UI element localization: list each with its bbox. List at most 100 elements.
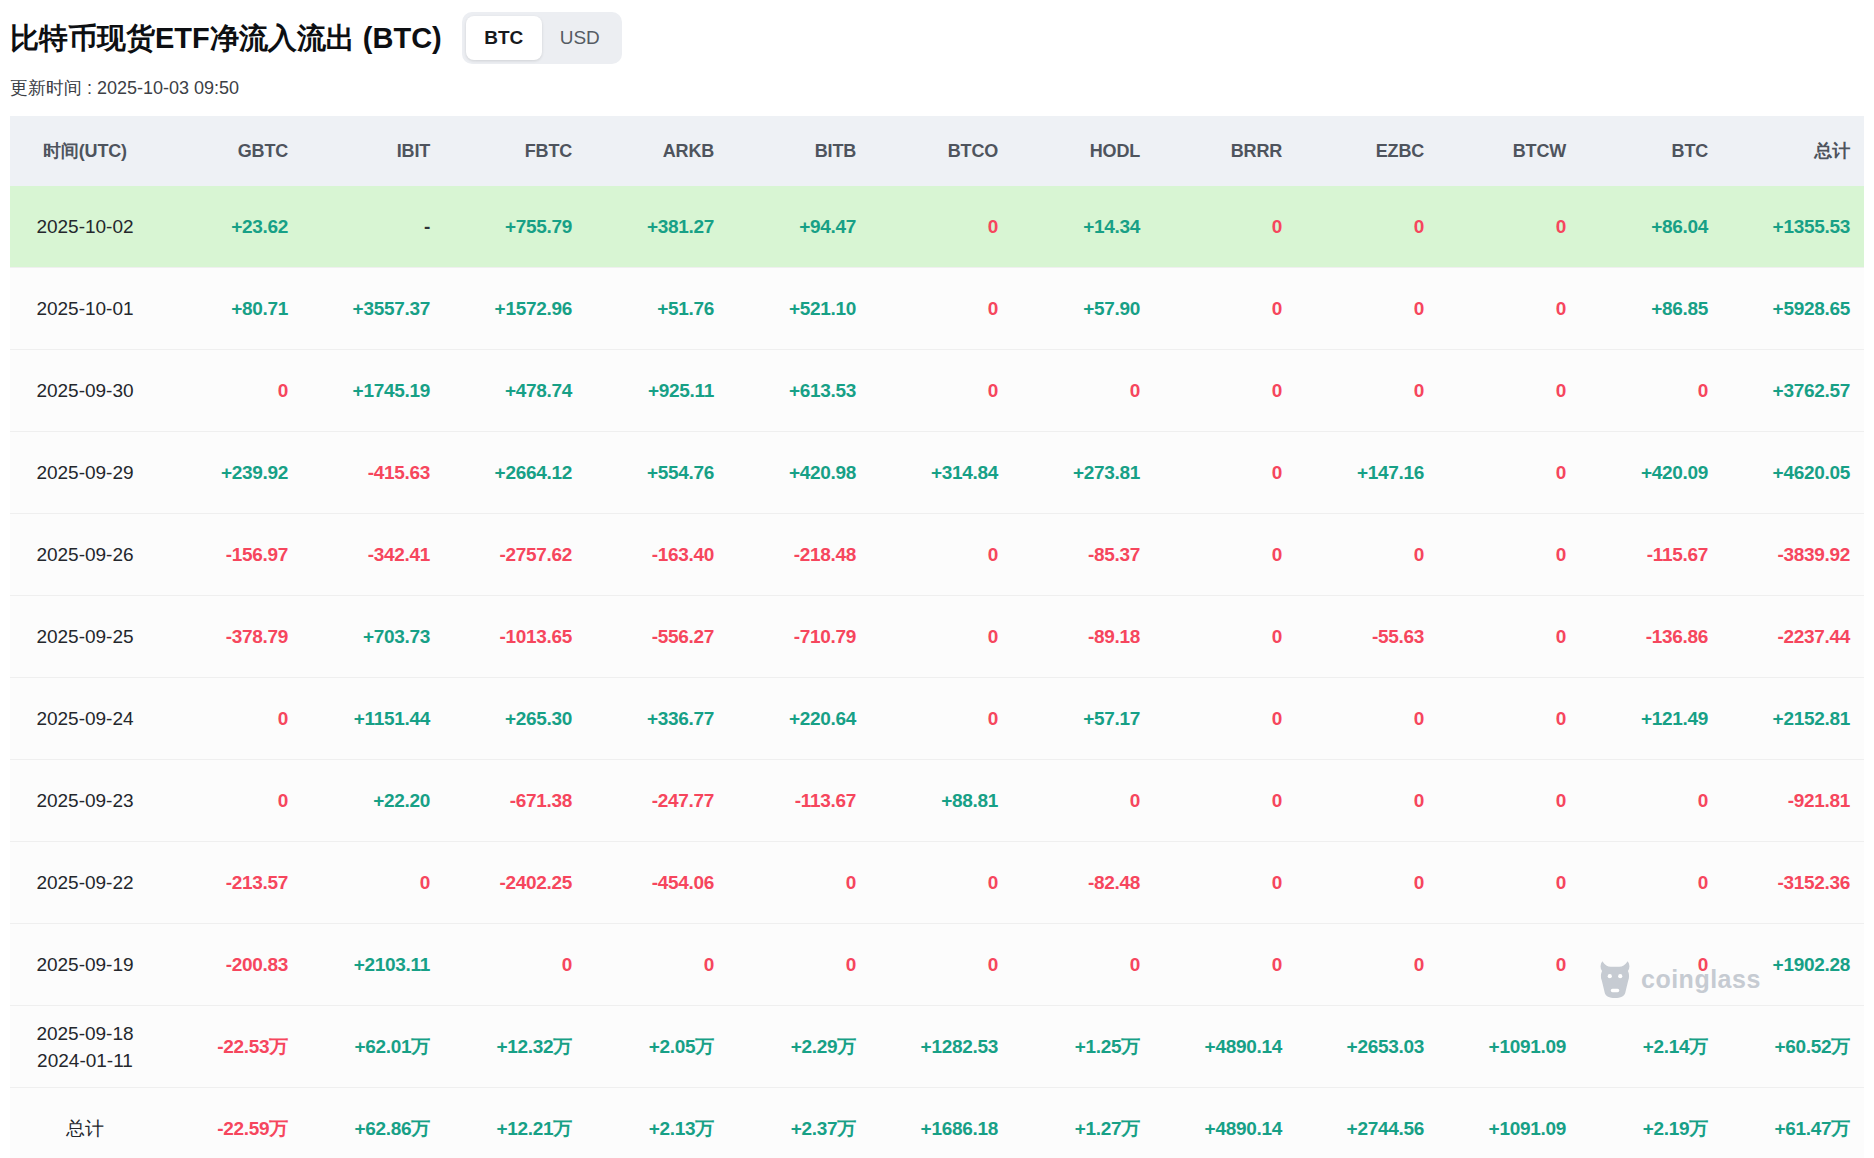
- cell-FBTC: -1013.65: [444, 596, 586, 677]
- cell-BTCW: 0: [1438, 432, 1580, 513]
- date-text: 2025-09-18: [36, 1020, 133, 1047]
- column-header-BTC: BTC: [1580, 116, 1722, 186]
- cell-BTC: 0: [1580, 350, 1722, 431]
- cell-IBIT: +62.86万: [302, 1088, 444, 1158]
- cell-BTCW: 0: [1438, 760, 1580, 841]
- cell-BRRR: 0: [1154, 760, 1296, 841]
- column-header-EZBC: EZBC: [1296, 116, 1438, 186]
- cell-BTC: +420.09: [1580, 432, 1722, 513]
- cell-BTCW: 0: [1438, 350, 1580, 431]
- cell-HODL: +14.34: [1012, 186, 1154, 267]
- date-cell: 2025-09-19: [10, 924, 160, 1005]
- page-title: 比特币现货ETF净流入流出 (BTC): [10, 18, 442, 58]
- cell-ARKB: +381.27: [586, 186, 728, 267]
- cell-EZBC: +2744.56: [1296, 1088, 1438, 1158]
- date-cell: 2025-10-01: [10, 268, 160, 349]
- cell-ARKB: +336.77: [586, 678, 728, 759]
- cell-BTC: +2.14万: [1580, 1006, 1722, 1087]
- date-cell: 2025-09-182024-01-11: [10, 1006, 160, 1087]
- cell-BITB: +2.29万: [728, 1006, 870, 1087]
- column-header-IBIT: IBIT: [302, 116, 444, 186]
- column-header-ARKB: ARKB: [586, 116, 728, 186]
- cell-FBTC: +12.32万: [444, 1006, 586, 1087]
- cell-FBTC: -2757.62: [444, 514, 586, 595]
- cell-GBTC: +239.92: [160, 432, 302, 513]
- cell-HODL: -89.18: [1012, 596, 1154, 677]
- date-cell: 2025-09-23: [10, 760, 160, 841]
- column-header-总计: 总计: [1722, 116, 1864, 186]
- cell-BRRR: +4890.14: [1154, 1088, 1296, 1158]
- date-text: 2025-09-22: [36, 869, 133, 896]
- date-cell: 2025-09-29: [10, 432, 160, 513]
- table-row: 2025-09-182024-01-11-22.53万+62.01万+12.32…: [10, 1006, 1864, 1088]
- cell-ARKB: -556.27: [586, 596, 728, 677]
- cell-FBTC: +478.74: [444, 350, 586, 431]
- toggle-usd-button[interactable]: USD: [542, 16, 618, 60]
- etf-flow-page: 比特币现货ETF净流入流出 (BTC) BTC USD 更新时间 : 2025-…: [0, 0, 1874, 1158]
- cell-总计: +2152.81: [1722, 678, 1864, 759]
- date-text: 总计: [66, 1115, 104, 1142]
- cell-BITB: -710.79: [728, 596, 870, 677]
- cell-HODL: 0: [1012, 924, 1154, 1005]
- cell-ARKB: +2.05万: [586, 1006, 728, 1087]
- cell-BITB: 0: [728, 842, 870, 923]
- column-header-HODL: HODL: [1012, 116, 1154, 186]
- cell-BTCO: 0: [870, 514, 1012, 595]
- cell-GBTC: -156.97: [160, 514, 302, 595]
- cell-ARKB: +554.76: [586, 432, 728, 513]
- date-cell: 2025-09-24: [10, 678, 160, 759]
- cell-IBIT: +1151.44: [302, 678, 444, 759]
- etf-flow-table: 时间(UTC)GBTCIBITFBTCARKBBITBBTCOHODLBRRRE…: [10, 116, 1864, 1158]
- cell-IBIT: +3557.37: [302, 268, 444, 349]
- table-header-row: 时间(UTC)GBTCIBITFBTCARKBBITBBTCOHODLBRRRE…: [10, 116, 1864, 186]
- cell-IBIT: 0: [302, 842, 444, 923]
- cell-总计: +1355.53: [1722, 186, 1864, 267]
- cell-HODL: 0: [1012, 760, 1154, 841]
- cell-IBIT: +2103.11: [302, 924, 444, 1005]
- cell-EZBC: 0: [1296, 514, 1438, 595]
- cell-GBTC: +23.62: [160, 186, 302, 267]
- cell-EZBC: +2653.03: [1296, 1006, 1438, 1087]
- cell-BITB: +220.64: [728, 678, 870, 759]
- date-cell: 总计: [10, 1088, 160, 1158]
- cell-GBTC: 0: [160, 760, 302, 841]
- cell-HODL: +1.25万: [1012, 1006, 1154, 1087]
- cell-BTC: -115.67: [1580, 514, 1722, 595]
- cell-BTCO: +1282.53: [870, 1006, 1012, 1087]
- cell-BTCO: 0: [870, 268, 1012, 349]
- table-row: 2025-09-29+239.92-415.63+2664.12+554.76+…: [10, 432, 1864, 514]
- cell-BITB: -113.67: [728, 760, 870, 841]
- cell-IBIT: +1745.19: [302, 350, 444, 431]
- cell-BTC: 0: [1580, 924, 1722, 1005]
- toggle-btc-button[interactable]: BTC: [466, 16, 542, 60]
- table-total-row: 总计-22.59万+62.86万+12.21万+2.13万+2.37万+1686…: [10, 1088, 1864, 1158]
- cell-BTCW: 0: [1438, 842, 1580, 923]
- cell-BITB: -218.48: [728, 514, 870, 595]
- cell-总计: -2237.44: [1722, 596, 1864, 677]
- cell-EZBC: 0: [1296, 186, 1438, 267]
- cell-BTCW: 0: [1438, 596, 1580, 677]
- cell-IBIT: +62.01万: [302, 1006, 444, 1087]
- cell-BITB: 0: [728, 924, 870, 1005]
- date-text: 2025-09-23: [36, 787, 133, 814]
- cell-总计: +3762.57: [1722, 350, 1864, 431]
- cell-总计: +61.47万: [1722, 1088, 1864, 1158]
- cell-HODL: 0: [1012, 350, 1154, 431]
- column-header-FBTC: FBTC: [444, 116, 586, 186]
- cell-BRRR: 0: [1154, 842, 1296, 923]
- cell-BTC: 0: [1580, 760, 1722, 841]
- cell-IBIT: +22.20: [302, 760, 444, 841]
- cell-EZBC: 0: [1296, 842, 1438, 923]
- table-row: 2025-09-300+1745.19+478.74+925.11+613.53…: [10, 350, 1864, 432]
- cell-EZBC: -55.63: [1296, 596, 1438, 677]
- cell-BTC: +121.49: [1580, 678, 1722, 759]
- cell-BITB: +521.10: [728, 268, 870, 349]
- cell-总计: +60.52万: [1722, 1006, 1864, 1087]
- date-text: 2025-09-30: [36, 377, 133, 404]
- date-text: 2025-09-24: [36, 705, 133, 732]
- column-header-BRRR: BRRR: [1154, 116, 1296, 186]
- cell-BTCW: 0: [1438, 678, 1580, 759]
- cell-IBIT: -415.63: [302, 432, 444, 513]
- cell-BTCO: 0: [870, 924, 1012, 1005]
- cell-BTCW: +1091.09: [1438, 1088, 1580, 1158]
